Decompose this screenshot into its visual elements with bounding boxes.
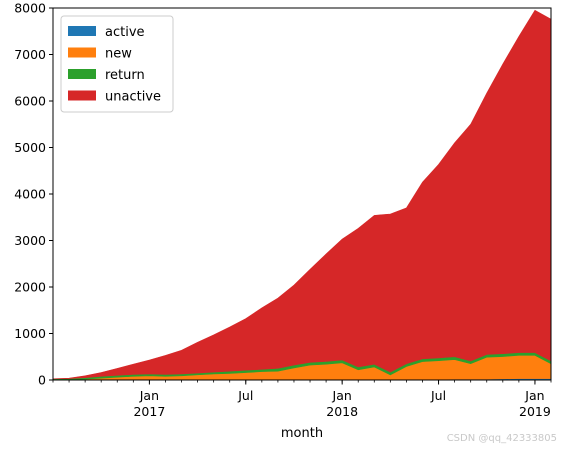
legend-swatch-return — [68, 69, 96, 79]
y-tick-label: 6000 — [14, 94, 46, 109]
legend: active new return unactive — [60, 15, 174, 113]
watermark-text: CSDN @qq_42333805 — [446, 433, 557, 444]
legend-swatch-new — [68, 47, 96, 58]
legend-box — [60, 15, 174, 113]
y-tick-label: 0 — [38, 373, 46, 388]
y-tick-label: 8000 — [14, 1, 46, 16]
y-tick-label: 3000 — [14, 233, 46, 248]
x-tick-year-label: 2018 — [326, 404, 358, 419]
legend-label-active: active — [105, 25, 145, 40]
x-tick-label: Jul — [430, 388, 446, 403]
x-tick-label: Jan — [524, 388, 544, 403]
legend-swatch-active — [68, 26, 96, 36]
y-tick-label: 1000 — [14, 326, 46, 341]
axes-group: 010002000300040005000600070008000Jan2017… — [14, 1, 552, 441]
x-axis-label: month — [281, 426, 323, 441]
x-tick-label: Jan — [139, 388, 159, 403]
legend-label-new: new — [105, 47, 132, 62]
y-tick-label: 4000 — [14, 187, 46, 202]
x-tick-year-label: 2017 — [133, 404, 165, 419]
x-tick-year-label: 2019 — [519, 404, 551, 419]
legend-label-return: return — [105, 68, 145, 83]
y-tick-label: 2000 — [14, 280, 46, 295]
legend-swatch-unactive — [68, 90, 96, 101]
legend-label-unactive: unactive — [105, 90, 161, 105]
y-tick-label: 7000 — [14, 47, 46, 62]
x-tick-label: Jul — [237, 388, 253, 403]
y-tick-label: 5000 — [14, 140, 46, 155]
x-tick-label: Jan — [332, 388, 352, 403]
